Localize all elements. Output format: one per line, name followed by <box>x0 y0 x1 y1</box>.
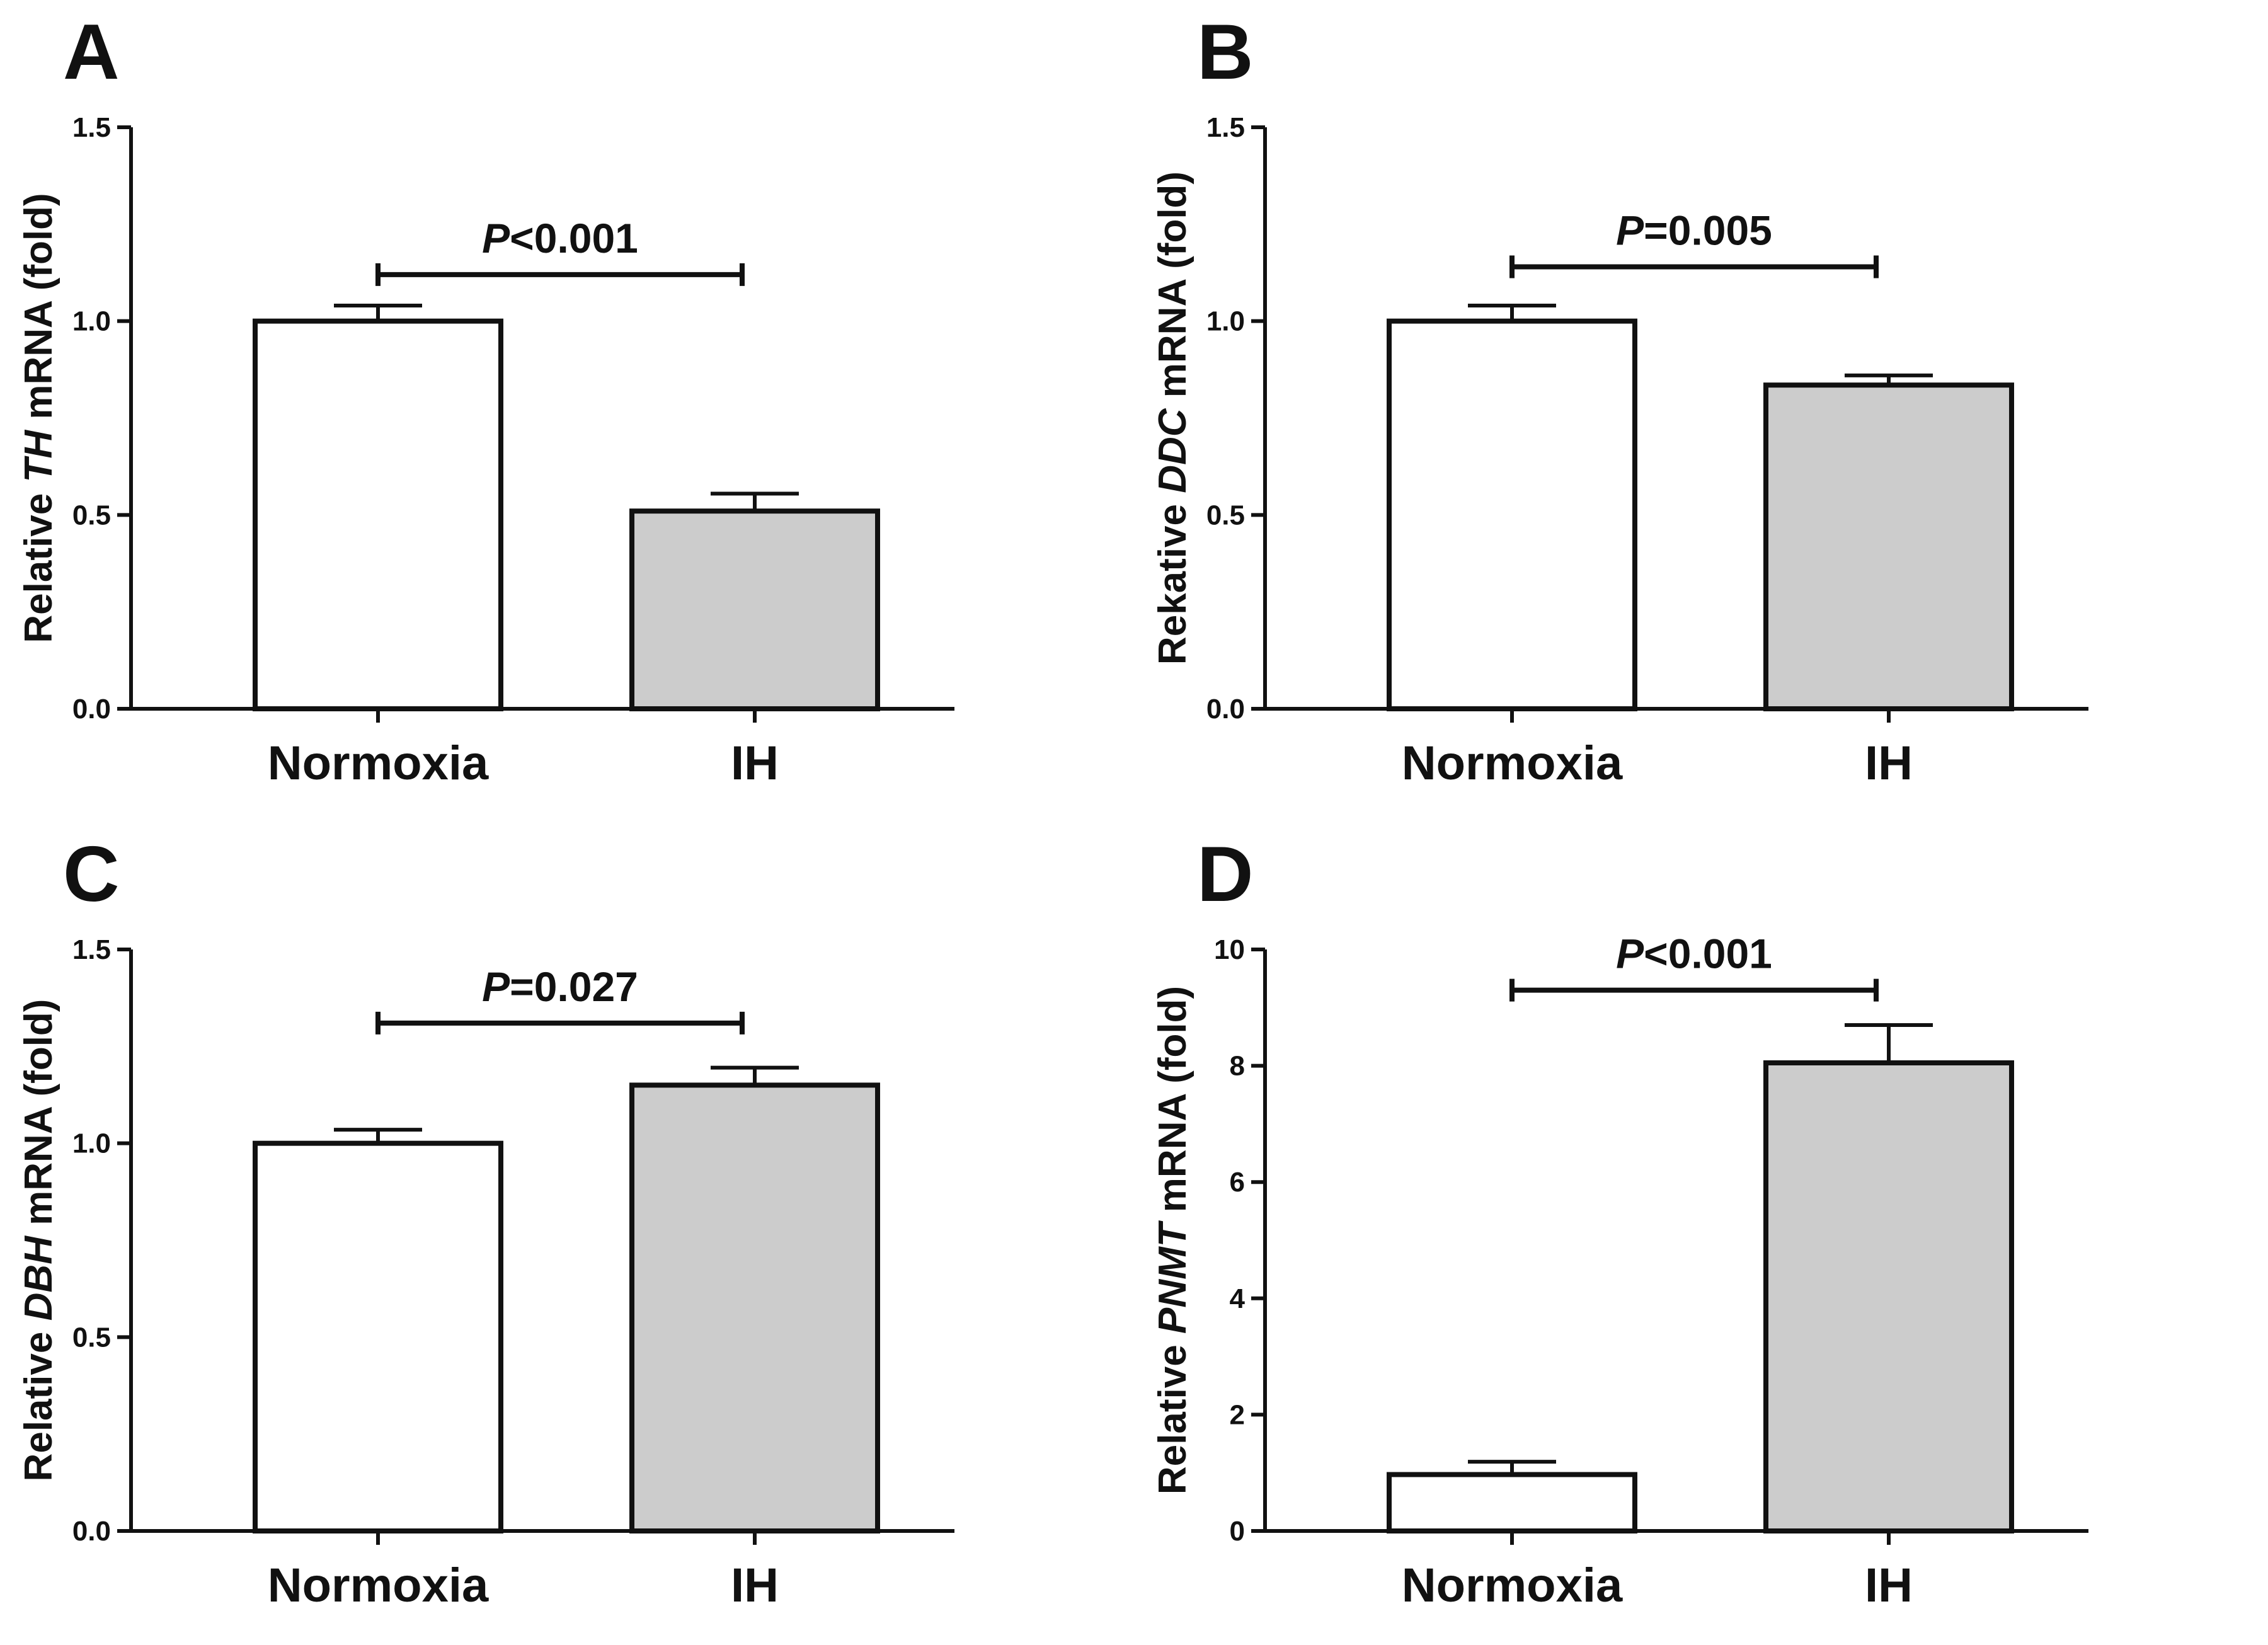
y-tick-label: 1.0 <box>72 1128 111 1159</box>
y-axis-label: Rekative DDC mRNA (fold) <box>1151 171 1194 665</box>
bar-ih <box>629 508 880 711</box>
p-value-label: P<0.001 <box>482 215 638 261</box>
y-tick-label: 1.5 <box>1206 112 1245 143</box>
y-axis-label-prefix: Relative <box>1151 1334 1194 1494</box>
panel-c: C 0.0 0.5 1.0 1.5 Normoxia IH Relative DBH mRNA… <box>0 822 1134 1644</box>
panel-letter: D <box>1197 831 1254 918</box>
bar-ih <box>1763 1060 2014 1533</box>
y-axis-label-suffix: mRNA (fold) <box>1151 171 1194 409</box>
y-axis-label-suffix: mRNA (fold) <box>17 999 60 1237</box>
p-value-number: <0.001 <box>1644 931 1772 977</box>
y-axis-label: Relative PNMT mRNA (fold) <box>1151 986 1194 1494</box>
bar-normoxia <box>1387 1472 1637 1533</box>
bar-normoxia <box>253 318 503 711</box>
y-tick-label: 0.5 <box>1206 500 1245 530</box>
y-axis-label-prefix: Relative <box>17 1321 60 1481</box>
y-axis-label-prefix: Rekative <box>1151 493 1194 665</box>
y-axis-label-gene: PNMT <box>1151 1220 1194 1334</box>
chart-a: A 0.0 0.5 1.0 1.5 Normoxia IH Relative TH mRNA … <box>17 9 954 790</box>
panel-b: B 0.0 0.5 1.0 1.5 Normoxia IH Rekative DDC mRNA… <box>1134 0 2268 822</box>
p-value-label: P<0.001 <box>1616 931 1772 977</box>
chart-c: C 0.0 0.5 1.0 1.5 Normoxia IH Relative DBH mRNA… <box>17 831 954 1612</box>
bar-normoxia <box>1387 318 1637 711</box>
chart-d: D 0 2 4 6 8 10 Normoxia IH Relative PNMT mRNA (fo… <box>1151 831 2088 1612</box>
x-category-label: IH <box>731 1559 779 1612</box>
y-axis-label-suffix: mRNA (fold) <box>1151 986 1194 1224</box>
y-tick-label: 0.0 <box>1206 694 1245 725</box>
chart-b: B 0.0 0.5 1.0 1.5 Normoxia IH Rekative DDC mRNA… <box>1151 9 2088 790</box>
y-tick-label: 1.5 <box>72 112 111 143</box>
p-value-number: <0.001 <box>510 215 638 261</box>
y-tick-label: 0.5 <box>72 500 111 530</box>
x-category-label: Normoxia <box>268 737 489 790</box>
y-axis-label-gene: DDC <box>1151 408 1194 493</box>
x-category-label: Normoxia <box>1402 1559 1623 1612</box>
y-tick-label: 0.0 <box>72 1516 111 1547</box>
y-tick-label: 0.0 <box>72 694 111 725</box>
x-category-label: Normoxia <box>268 1559 489 1612</box>
y-tick-label: 0.5 <box>72 1322 111 1353</box>
y-axis-label-gene: TH <box>17 430 60 483</box>
y-axis-label: Relative DBH mRNA (fold) <box>17 999 60 1482</box>
panel-d: D 0 2 4 6 8 10 Normoxia IH Relative PNMT mRNA (fo… <box>1134 822 2268 1644</box>
y-tick-label: 6 <box>1230 1167 1245 1198</box>
y-axis-label-gene: DBH <box>17 1235 60 1321</box>
panel-letter: C <box>63 831 120 918</box>
p-value-symbol: P <box>1616 207 1644 254</box>
bar-ih <box>629 1082 880 1534</box>
y-tick-label: 10 <box>1214 934 1245 965</box>
p-value-number: =0.027 <box>510 963 638 1010</box>
y-axis-label: Relative TH mRNA (fold) <box>17 193 60 643</box>
p-value-number: =0.005 <box>1644 207 1772 254</box>
p-value-label: P=0.005 <box>1616 207 1772 254</box>
bar-normoxia <box>253 1140 503 1533</box>
p-value-symbol: P <box>482 215 510 261</box>
y-tick-label: 2 <box>1230 1399 1245 1430</box>
bar-ih <box>1763 382 2014 711</box>
panel-a: A 0.0 0.5 1.0 1.5 Normoxia IH Relative TH mRNA … <box>0 0 1134 822</box>
y-tick-label: 4 <box>1230 1283 1246 1314</box>
p-value-label: P=0.027 <box>482 963 638 1010</box>
y-axis-label-prefix: Relative <box>17 483 60 643</box>
panel-letter: B <box>1197 9 1254 96</box>
x-category-label: Normoxia <box>1402 737 1623 790</box>
p-value-symbol: P <box>482 963 510 1010</box>
y-tick-label: 0 <box>1230 1516 1245 1547</box>
y-tick-label: 1.0 <box>72 306 111 337</box>
y-axis-label-suffix: mRNA (fold) <box>17 193 60 430</box>
p-value-symbol: P <box>1616 931 1644 977</box>
y-tick-label: 1.5 <box>72 934 111 965</box>
x-category-label: IH <box>1865 1559 1913 1612</box>
panel-letter: A <box>63 9 120 96</box>
x-category-label: IH <box>1865 737 1913 790</box>
y-tick-label: 8 <box>1230 1051 1245 1082</box>
y-tick-label: 1.0 <box>1206 306 1245 337</box>
x-category-label: IH <box>731 737 779 790</box>
